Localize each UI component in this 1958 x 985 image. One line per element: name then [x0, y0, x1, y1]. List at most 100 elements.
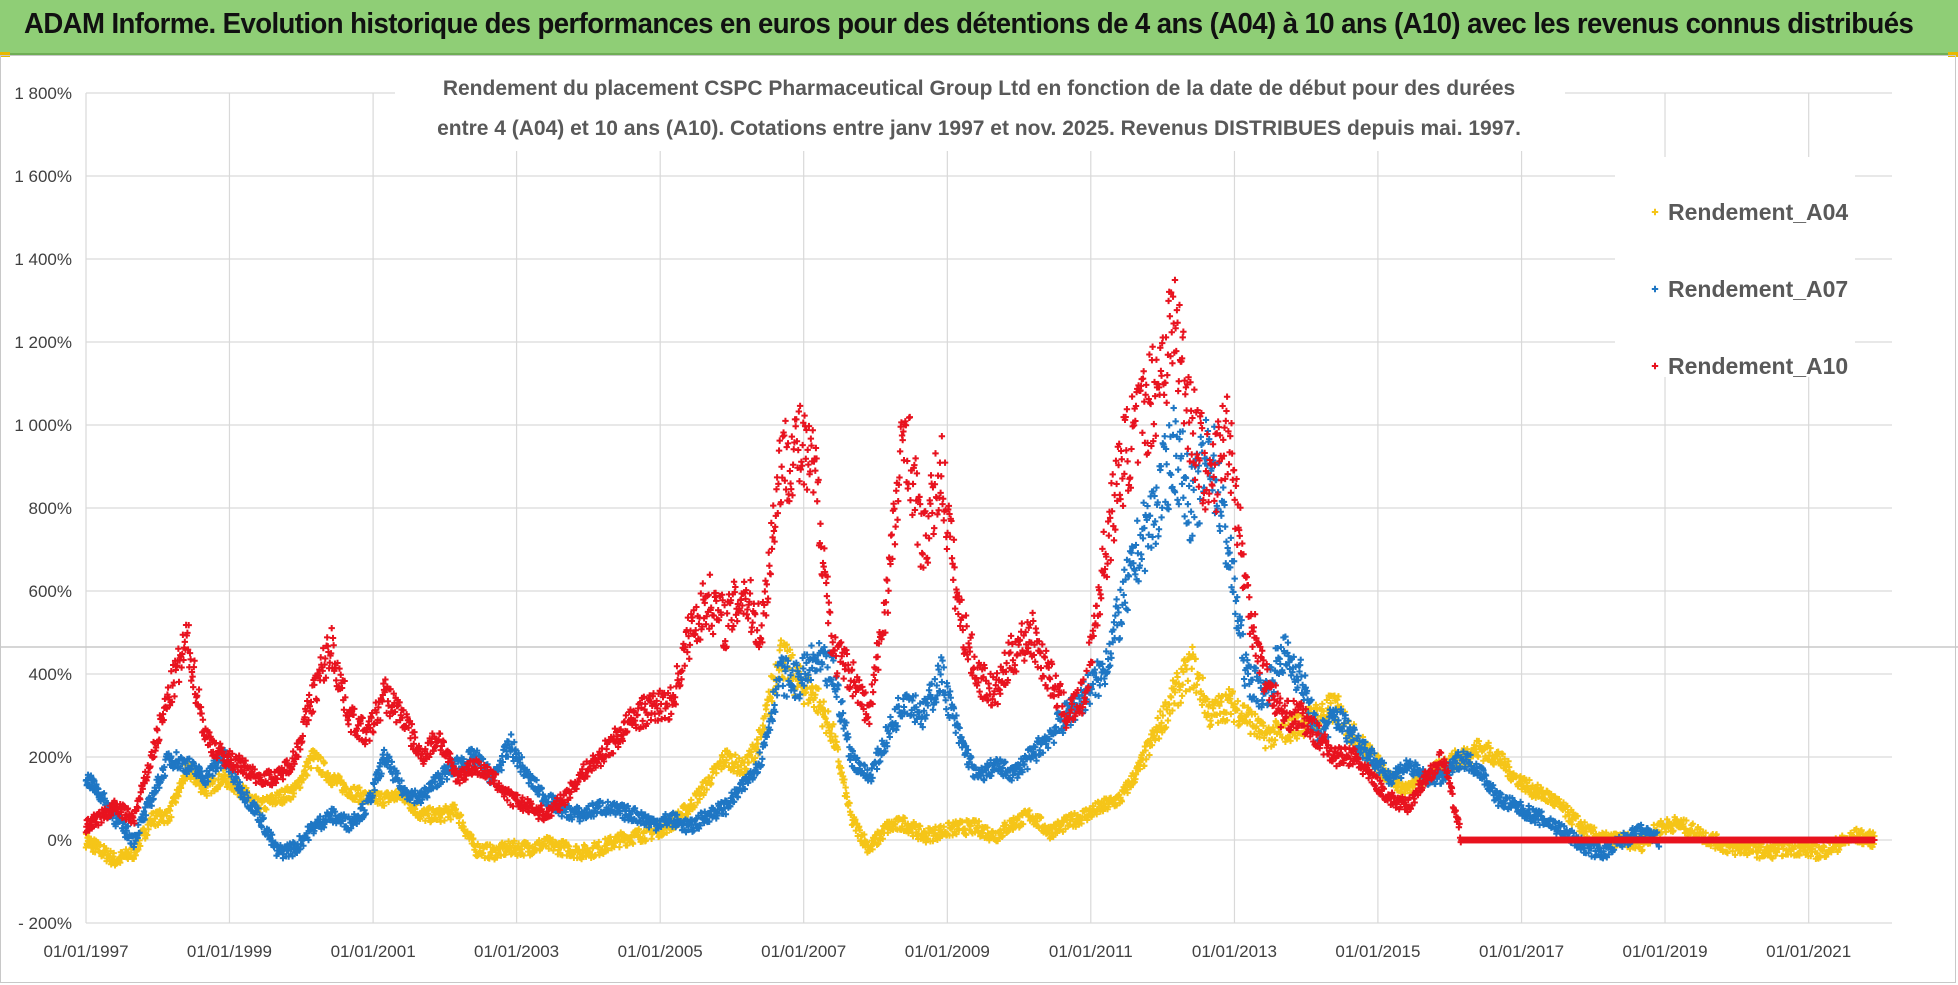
data-point: [761, 726, 768, 733]
data-point: [829, 737, 836, 744]
data-point: [733, 759, 740, 766]
data-point: [1227, 710, 1235, 718]
data-point: [713, 769, 720, 777]
data-point: [707, 780, 715, 787]
data-point: [507, 731, 515, 738]
y-tick-label: 1 200%: [14, 333, 72, 352]
data-point: [1158, 514, 1165, 521]
data-point: [1238, 710, 1245, 717]
data-point: [1262, 744, 1269, 752]
data-point: [1216, 527, 1224, 535]
data-point: [916, 823, 924, 830]
data-point: [1141, 762, 1148, 770]
data-point: [949, 832, 956, 839]
data-point: [1213, 711, 1221, 719]
x-tick-label: 01/01/2003: [474, 942, 559, 961]
data-point: [428, 814, 435, 822]
y-tick-label: - 200%: [18, 914, 72, 933]
data-point: [1171, 689, 1179, 696]
y-tick-label: 1 000%: [14, 416, 72, 435]
data-point: [177, 784, 185, 792]
data-point: [214, 785, 221, 793]
data-point: [163, 812, 170, 819]
data-point: [300, 775, 307, 783]
data-point: [166, 817, 173, 824]
data-point: [1251, 710, 1259, 718]
x-tick-label: 01/01/2021: [1766, 942, 1851, 961]
data-point: [573, 843, 580, 850]
data-point: [1223, 538, 1230, 545]
y-tick-label: 1 400%: [14, 250, 72, 269]
y-tick-label: 400%: [29, 665, 72, 684]
data-point: [1179, 681, 1186, 688]
data-point: [145, 825, 152, 833]
data-point: [511, 837, 518, 845]
data-point: [374, 800, 381, 807]
data-point: [824, 721, 831, 728]
data-point: [353, 792, 361, 799]
y-tick-label: 0%: [47, 831, 72, 850]
data-point: [808, 642, 815, 649]
scatter-chart: - 200% 0% 200% 400% 600% 800% 1 000% 1 200% 1 40…: [0, 59, 1958, 961]
data-point: [1155, 526, 1163, 533]
data-point: [1216, 710, 1224, 717]
data-points: [82, 276, 1878, 869]
data-point: [1297, 656, 1304, 664]
x-tick-label: 01/01/2007: [761, 942, 846, 961]
y-tick-label: 600%: [29, 582, 72, 601]
data-point: [1164, 706, 1171, 713]
data-point: [297, 784, 304, 791]
data-point: [1236, 721, 1243, 728]
data-point: [1141, 567, 1149, 575]
data-point: [751, 754, 759, 762]
data-point: [1184, 500, 1192, 508]
data-point: [307, 764, 315, 772]
data-point: [1234, 707, 1241, 714]
data-point: [156, 807, 164, 814]
data-point: [1152, 540, 1159, 548]
data-point: [1055, 826, 1063, 834]
data-point: [999, 832, 1006, 839]
data-point: [1177, 699, 1184, 706]
data-point: [1172, 418, 1179, 425]
data-point: [1127, 783, 1134, 791]
data-point: [1121, 566, 1128, 573]
data-point: [1193, 681, 1201, 688]
data-point: [635, 825, 643, 833]
data-point: [875, 840, 882, 848]
data-point: [953, 830, 960, 838]
data-point: [1246, 718, 1254, 726]
data-point: [694, 799, 701, 806]
data-point: [703, 786, 710, 793]
data-point: [1155, 533, 1162, 540]
data-point: [719, 753, 726, 761]
data-point: [962, 831, 970, 839]
data-point: [1113, 596, 1120, 603]
data-point: [861, 831, 868, 838]
data-point: [594, 844, 602, 851]
data-point: [1186, 686, 1194, 693]
data-point: [1210, 452, 1217, 459]
data-point: [1132, 771, 1140, 778]
data-point: [832, 733, 839, 740]
data-point: [830, 721, 837, 728]
data-point: [136, 842, 144, 850]
data-point: [659, 831, 667, 838]
data-point: [768, 698, 776, 705]
data-point: [841, 776, 848, 783]
x-tick-label: 01/01/2019: [1622, 942, 1707, 961]
data-point: [814, 709, 822, 716]
x-tick-label: 01/01/1997: [43, 942, 128, 961]
y-tick-label: 800%: [29, 499, 72, 518]
data-point: [168, 813, 175, 821]
x-axis-tick-labels: 01/01/1997 01/01/1999 01/01/2001 01/01/2003…: [43, 942, 1851, 961]
data-point: [447, 816, 454, 823]
data-point: [1198, 701, 1206, 709]
data-point: [835, 758, 842, 765]
y-tick-label: 200%: [29, 748, 72, 767]
data-point: [358, 793, 365, 801]
data-point: [834, 746, 842, 753]
data-point: [1166, 422, 1173, 429]
data-point: [441, 817, 448, 824]
data-point: [393, 796, 401, 803]
